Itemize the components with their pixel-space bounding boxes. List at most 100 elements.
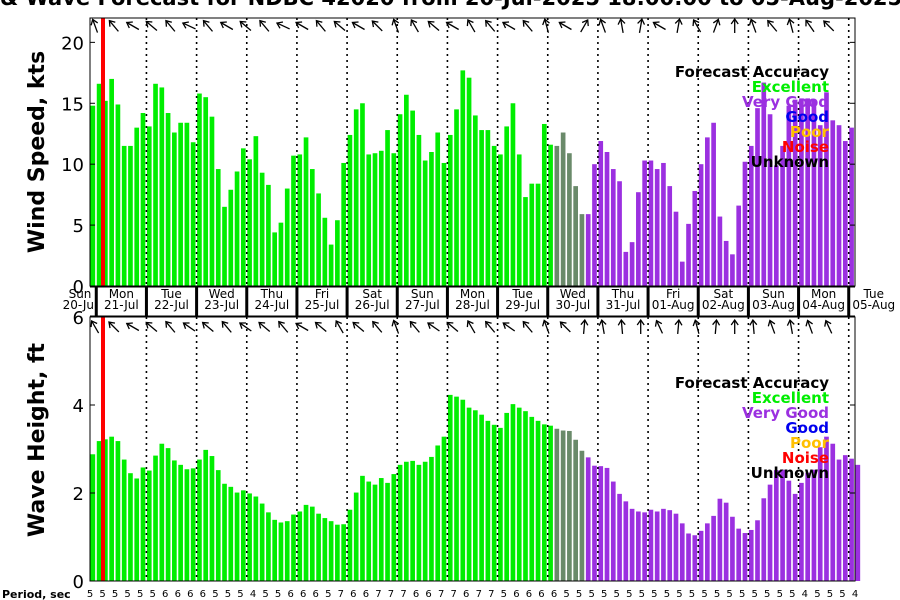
period-value: 5 xyxy=(576,589,582,600)
wave-bar xyxy=(297,511,303,581)
wind-bar xyxy=(548,144,553,286)
wave-bar xyxy=(272,519,278,581)
wave-bar xyxy=(692,535,698,581)
period-value: 5 xyxy=(751,589,757,600)
legend-item: Excellent xyxy=(752,78,829,96)
wind-bar xyxy=(422,160,428,286)
wave-bar xyxy=(353,492,359,581)
day-of-week-label: Mon xyxy=(109,287,134,301)
day-of-week-label: Wed xyxy=(209,287,235,301)
direction-arrow xyxy=(805,319,814,334)
period-value: 5 xyxy=(237,589,243,600)
direction-arrow xyxy=(805,19,815,33)
wind-bar xyxy=(498,154,503,286)
direction-arrow xyxy=(108,321,120,333)
wind-bar xyxy=(723,240,729,286)
wave-bar xyxy=(466,407,472,581)
period-value: 6 xyxy=(363,589,369,600)
direction-arrow xyxy=(484,19,496,32)
direction-arrow xyxy=(823,20,835,32)
direction-arrow xyxy=(352,321,365,332)
period-value: 6 xyxy=(200,589,206,600)
wind-bar xyxy=(397,114,403,287)
wind-bar xyxy=(579,214,585,286)
wave-bar xyxy=(742,533,748,581)
direction-arrow xyxy=(466,319,476,334)
direction-arrow xyxy=(446,321,459,332)
wave-bar xyxy=(215,470,221,581)
period-value: 5 xyxy=(212,589,218,600)
wave-bar xyxy=(178,464,183,581)
wave-bar xyxy=(585,457,591,581)
wave-bar xyxy=(730,516,735,581)
wave-bar xyxy=(654,511,660,581)
wave-bar xyxy=(773,470,779,581)
direction-arrow xyxy=(445,21,459,31)
period-value: 6 xyxy=(313,589,319,600)
direction-arrow xyxy=(165,19,176,32)
wind-bar xyxy=(140,113,146,287)
wave-bar xyxy=(172,460,177,581)
wind-bar xyxy=(197,93,202,286)
direction-arrow xyxy=(598,318,607,335)
period-value: 5 xyxy=(501,589,507,600)
direction-arrow xyxy=(90,18,99,33)
wind-bar xyxy=(360,103,365,287)
wave-bar xyxy=(535,420,541,581)
date-label: 24-Jul xyxy=(254,298,289,312)
wind-bar xyxy=(541,123,547,286)
day-of-week-label: Fri xyxy=(315,287,329,301)
direction-arrow xyxy=(145,321,158,332)
date-label: 31-Jul xyxy=(606,298,641,312)
direction-arrow xyxy=(221,320,232,333)
period-value: 6 xyxy=(425,589,431,600)
wind-bar xyxy=(153,83,158,286)
direction-arrow xyxy=(749,318,758,335)
wind-bar xyxy=(115,104,121,287)
direction-arrow xyxy=(466,18,476,33)
date-label: 03-Aug xyxy=(752,298,795,312)
day-divider xyxy=(395,287,399,316)
direction-arrow xyxy=(125,322,140,332)
direction-arrow xyxy=(410,18,419,33)
period-value: 5 xyxy=(664,589,670,600)
wave-bar xyxy=(485,420,491,581)
wind-bar xyxy=(203,97,209,287)
wind-bar xyxy=(121,145,127,286)
wind-bar xyxy=(378,150,384,286)
period-value: 7 xyxy=(338,589,344,600)
period-value: 5 xyxy=(814,589,820,600)
wave-bar xyxy=(109,436,114,581)
period-value: 5 xyxy=(112,589,118,600)
wave-bar xyxy=(372,484,378,581)
wave-bar xyxy=(90,454,96,581)
wind-bar xyxy=(755,108,760,287)
date-label: 05-Aug xyxy=(852,298,895,312)
wind-bar xyxy=(128,145,133,286)
wave-bar xyxy=(529,416,535,581)
period-value: 6 xyxy=(300,589,306,600)
period-value: 4 xyxy=(250,589,256,600)
now-line xyxy=(101,317,105,581)
wind-bar xyxy=(748,145,754,286)
direction-arrow xyxy=(786,18,795,33)
direction-arrow xyxy=(391,319,400,334)
day-divider xyxy=(195,287,199,316)
wind-bar xyxy=(491,145,497,286)
wave-bar xyxy=(422,461,428,581)
wave-bar xyxy=(134,478,140,581)
wind-bar xyxy=(504,126,510,286)
wave-bar xyxy=(805,472,811,581)
wind-bar xyxy=(291,155,296,286)
legend-item: Unknown xyxy=(751,153,829,171)
period-value: 7 xyxy=(451,589,457,600)
wave-bar xyxy=(234,492,240,581)
wind-bar xyxy=(610,169,616,286)
period-value: 7 xyxy=(476,589,482,600)
direction-arrow xyxy=(824,319,833,334)
period-value: 5 xyxy=(99,589,105,600)
wave-bar xyxy=(266,512,271,581)
wind-bar xyxy=(165,113,171,287)
date-label: 01-Aug xyxy=(652,298,695,312)
direction-arrow xyxy=(409,320,420,333)
